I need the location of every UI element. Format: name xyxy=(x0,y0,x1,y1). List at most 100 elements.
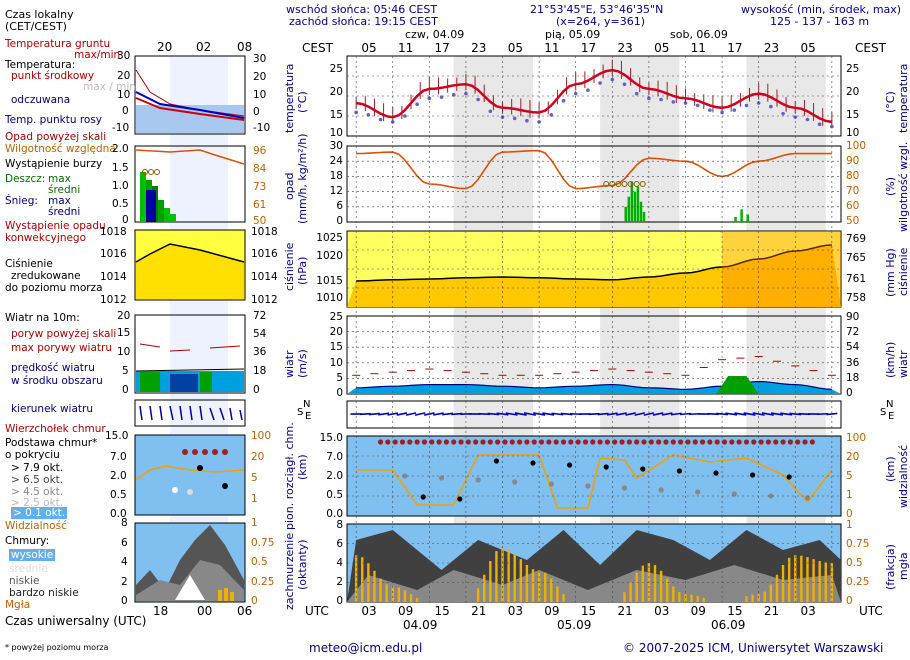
grid-point: (x=264, y=361) xyxy=(556,15,646,28)
precip-left-05: 0.5 xyxy=(112,198,129,210)
cloud-top-label: Wierzchołek chmur xyxy=(5,423,106,435)
cloud-mid-label: średnie xyxy=(9,563,48,575)
press-left-1014: 1014 xyxy=(100,271,127,283)
soil-temp-label: Temperatura gruntu xyxy=(5,38,111,50)
legend-temp-line xyxy=(135,91,245,119)
press_axis-tick: 1020 xyxy=(316,250,343,262)
fog-bar xyxy=(385,584,388,602)
ylabel-frac_r2: (frakcja) xyxy=(884,544,897,590)
cloud-top-dot xyxy=(458,439,464,445)
contact-email[interactable]: meteo@icm.edu.pl xyxy=(309,641,423,655)
press_mm_axis-tick: 761 xyxy=(846,273,867,285)
cloud-top-dot xyxy=(575,439,581,445)
rain-bar xyxy=(734,216,737,222)
legend-snow-bar xyxy=(146,190,156,222)
cloud-base-dot xyxy=(731,491,737,497)
press-right-1016: 1016 xyxy=(251,248,278,260)
fog-bar xyxy=(665,578,669,602)
cloud-base-dot xyxy=(530,460,536,466)
wind_axis-tick: 5 xyxy=(336,372,343,384)
copyright: © 2007-2025 ICM, Uniwersytet Warszawski xyxy=(623,641,884,655)
utc-tick-18: 18 xyxy=(153,604,169,618)
bottom-hour-label: 09 xyxy=(544,604,560,618)
wind-arrow xyxy=(414,412,426,416)
temp-mid-line xyxy=(355,68,833,124)
base_axis-tick: 15.0 xyxy=(319,432,343,444)
cloud-top-dot xyxy=(531,439,537,445)
rain-label: Deszcz: xyxy=(5,173,46,185)
fog-bar xyxy=(476,588,480,602)
feels-like-point xyxy=(708,108,712,112)
wind-arrow xyxy=(551,412,564,416)
cloud-top-dot xyxy=(538,439,545,445)
feels-like-point xyxy=(476,97,480,102)
precip-left-15: 1.5 xyxy=(112,162,129,174)
feels-like-point xyxy=(732,108,737,112)
top-hour-label: 23 xyxy=(617,41,633,55)
wind-arrow xyxy=(368,412,380,416)
cloud-base-dot xyxy=(603,464,609,470)
fog-bar xyxy=(794,555,797,602)
feels-like-point xyxy=(769,104,773,109)
cloud-top-dot xyxy=(626,439,632,445)
cloud-top-dot xyxy=(553,439,559,445)
height-title: wysokość (min, środek, max) xyxy=(741,3,902,16)
base-left-2: 2.0 xyxy=(110,470,127,482)
cloud-base-dot xyxy=(548,481,554,487)
humid_axis-tick: 50 xyxy=(846,215,860,227)
top-hour-label: 11 xyxy=(544,41,560,55)
cloud_axis-tick: 2 xyxy=(336,576,343,588)
fog-bar xyxy=(391,586,394,602)
feels-like-point xyxy=(598,81,602,85)
vis-right-20: 20 xyxy=(251,451,265,463)
precip_axis-tick: 18 xyxy=(329,170,343,182)
rain-max-label: max xyxy=(48,173,71,185)
wind_kmh_axis-tick: 90 xyxy=(846,311,860,323)
pressure-label-1: Ciśnienie xyxy=(5,258,53,270)
cloud-top-dot xyxy=(743,439,750,445)
legend-temp-red-line xyxy=(135,97,245,121)
wind-arrow xyxy=(533,412,546,416)
height-values: 125 - 137 - 163 m xyxy=(770,15,870,28)
cloud-base-dot xyxy=(457,496,463,502)
fog-bar xyxy=(409,594,413,602)
base_axis-tick: 7.0 xyxy=(326,451,343,463)
bottom-hour-label: 15 xyxy=(580,604,597,618)
vis-right-1: 1 xyxy=(251,493,258,505)
humid-right-73: 73 xyxy=(253,181,267,193)
cloud-top-dot xyxy=(597,439,603,445)
wind-arrow xyxy=(743,412,756,416)
cloud-high-label: wysokie xyxy=(9,549,56,561)
cloud-top-dot xyxy=(721,439,728,445)
bottom-hour-label: 09 xyxy=(690,604,706,618)
legend-rain-bar xyxy=(140,172,146,222)
feels-like-point xyxy=(378,117,383,122)
day-label-1: czw, 04.09 xyxy=(405,28,465,41)
base-left-0: 0.0 xyxy=(110,508,127,520)
cloud-top-dot xyxy=(524,439,530,445)
cloud-top-dot xyxy=(780,439,786,445)
fog-bar xyxy=(672,586,675,602)
press_mm_axis-tick: 769 xyxy=(846,233,867,245)
wind-arrow xyxy=(387,412,399,416)
legend-night-band xyxy=(170,56,228,602)
wind-arrow xyxy=(433,412,444,416)
wind-arrow xyxy=(523,412,537,416)
bottom-date-3: 06.09 xyxy=(711,618,746,632)
base-left-05: 0.5 xyxy=(110,489,127,501)
fog-label: Mgła xyxy=(5,599,31,611)
cloud-top-dot xyxy=(480,439,486,445)
bottom-hour-label: 21 xyxy=(617,604,633,618)
cloud-base-label-1: Podstawa chmur* xyxy=(5,437,98,449)
feels-like-point xyxy=(622,82,627,87)
cloud-base-dot xyxy=(804,495,811,501)
cloud-base-dot xyxy=(713,470,719,476)
top-hour-label: 17 xyxy=(434,41,450,55)
rain-bar xyxy=(636,186,640,222)
bottom-hour-label: 21 xyxy=(763,604,780,618)
fog-bar xyxy=(818,561,821,602)
cloud-top-dot xyxy=(809,439,815,445)
humid_axis-tick: 80 xyxy=(846,170,860,182)
wind_axis-tick: 0 xyxy=(336,387,343,399)
cloud-left-2: 2 xyxy=(121,576,128,588)
